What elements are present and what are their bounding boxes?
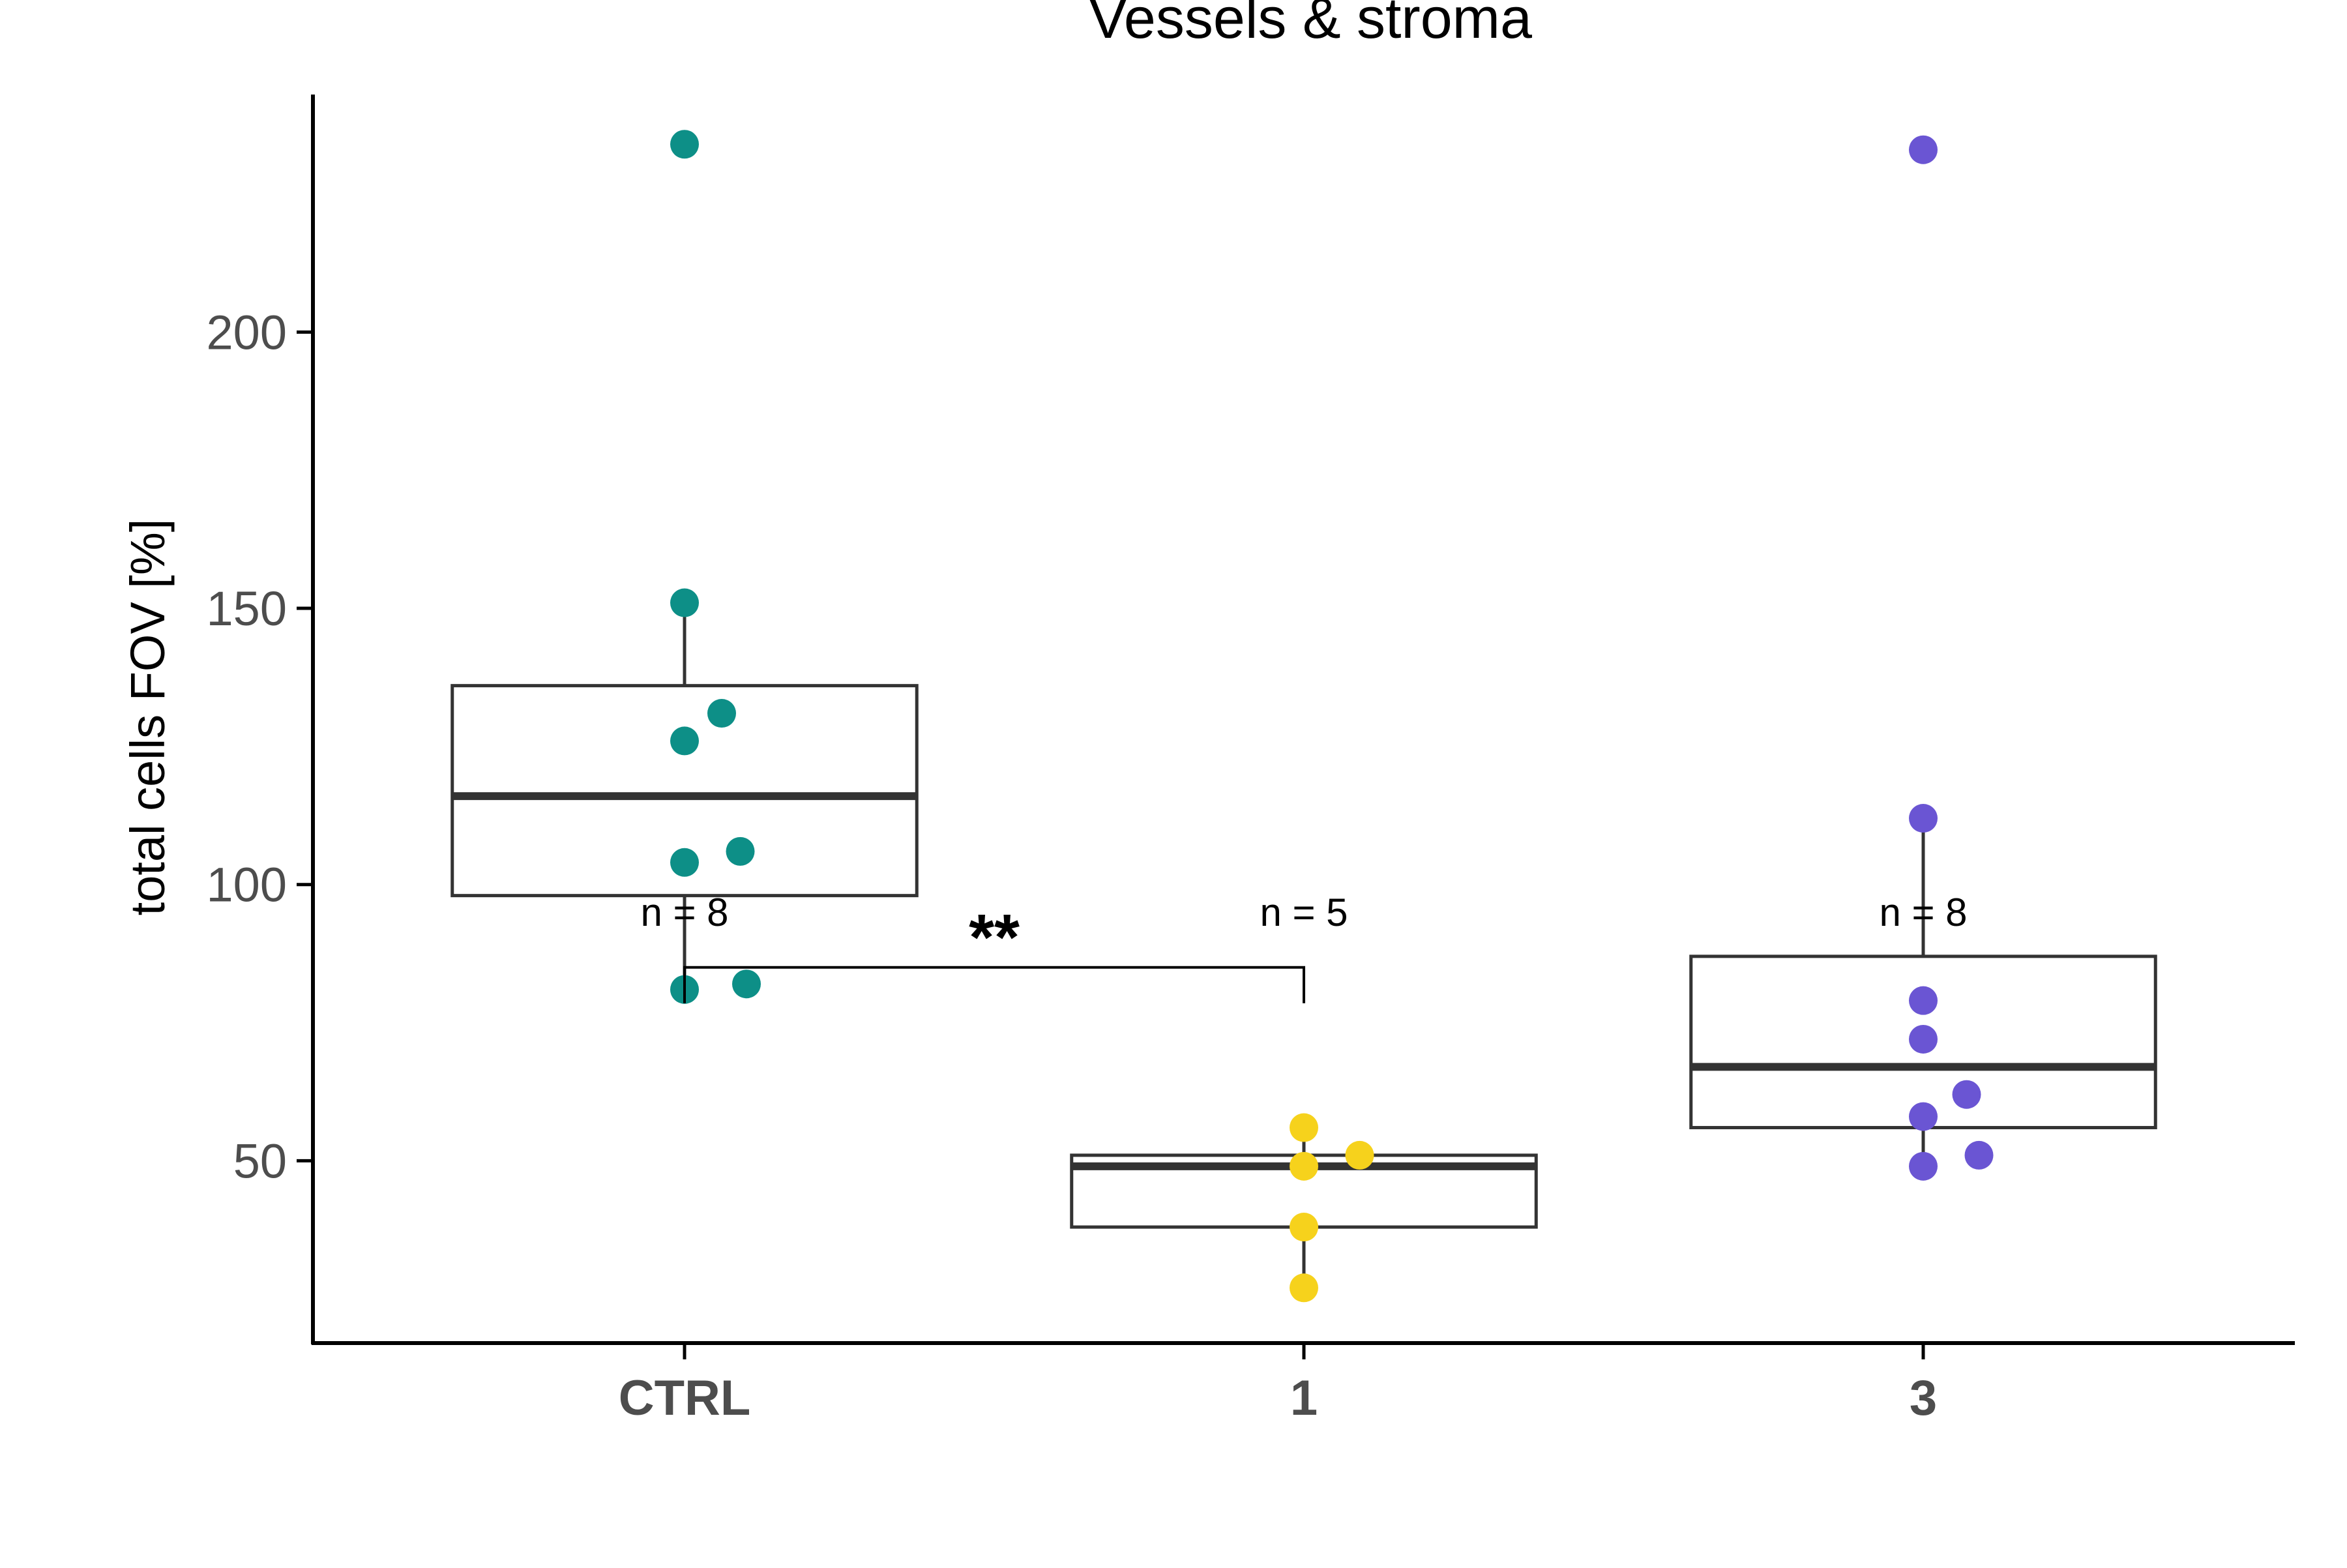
- y-tick-label-150: 150: [207, 582, 287, 636]
- point-1-1: [1290, 1151, 1318, 1181]
- point-3-0: [1909, 135, 1938, 164]
- point-3-6: [1964, 1140, 1994, 1170]
- n-label-3: n = 8: [1879, 891, 1967, 934]
- point-ctrl-4: [670, 848, 699, 877]
- point-1-3: [1290, 1213, 1318, 1242]
- significance-bracket-0: [683, 966, 1305, 1003]
- box-ctrl: [450, 684, 919, 898]
- point-ctrl-5: [726, 836, 755, 866]
- point-3-3: [1909, 1024, 1938, 1054]
- chart-title: Vessels & stroma: [1089, 0, 1532, 50]
- x-tick-label-1: 1: [1290, 1370, 1318, 1426]
- point-3-2: [1909, 986, 1938, 1015]
- point-3-7: [1909, 1151, 1938, 1181]
- point-ctrl-1: [670, 588, 699, 617]
- y-tick-label-50: 50: [233, 1134, 287, 1188]
- point-ctrl-2: [707, 699, 736, 728]
- point-1-4: [1290, 1273, 1318, 1303]
- point-1-2: [1345, 1140, 1374, 1170]
- x-tick-label-ctrl: CTRL: [619, 1370, 751, 1426]
- point-3-5: [1909, 1102, 1938, 1131]
- x-tick-label-3: 3: [1910, 1370, 1937, 1426]
- significance-label-0: **: [969, 901, 1020, 974]
- plot-layer: 50 100 150 200 CTRL n = 8 1 n = 5 3 n = 8 **: [207, 95, 2295, 1426]
- point-3-4: [1952, 1080, 1981, 1109]
- point-3-1: [1909, 804, 1938, 833]
- y-tick-label-100: 100: [207, 858, 287, 912]
- point-ctrl-0: [670, 130, 699, 159]
- point-1-0: [1290, 1113, 1318, 1142]
- n-label-1: n = 5: [1260, 891, 1348, 934]
- n-label-ctrl: n = 8: [640, 891, 728, 934]
- point-ctrl-7: [732, 969, 761, 999]
- point-ctrl-3: [670, 726, 699, 756]
- y-tick-label-200: 200: [207, 305, 287, 359]
- y-axis-label: total cells FOV [%]: [121, 519, 175, 916]
